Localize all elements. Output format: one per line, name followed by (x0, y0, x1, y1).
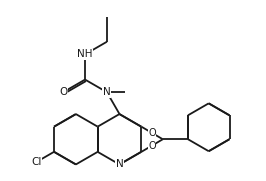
Text: Cl: Cl (31, 157, 42, 167)
Text: NH: NH (77, 49, 93, 59)
Text: O: O (148, 141, 156, 151)
Text: N: N (116, 159, 123, 169)
Text: O: O (148, 128, 156, 138)
Text: O: O (59, 87, 67, 97)
Text: N: N (103, 87, 111, 97)
